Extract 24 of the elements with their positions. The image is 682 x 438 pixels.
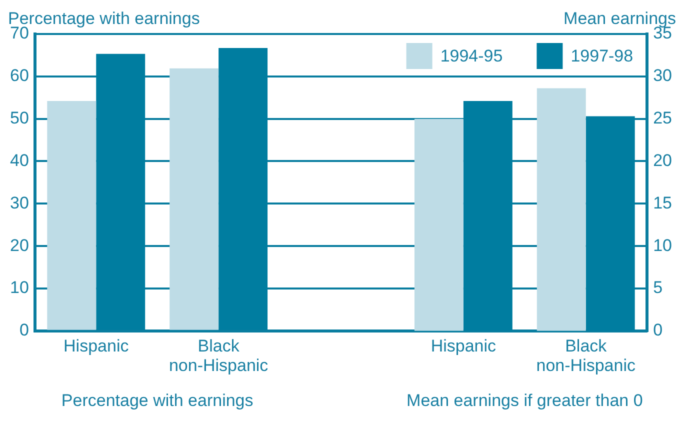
x-tick-label: Black non-Hispanic bbox=[536, 336, 636, 375]
bar bbox=[536, 88, 586, 331]
y-tick-label: 30 bbox=[10, 193, 29, 212]
text: Percentage with earnings bbox=[61, 391, 254, 410]
x-tick-label: Hispanic bbox=[64, 336, 130, 356]
y-tick-label: 40 bbox=[10, 150, 29, 170]
y2-tick-label: 25 bbox=[653, 108, 672, 128]
y2-tick-label: 0 bbox=[653, 320, 663, 340]
y2-tick-label: 30 bbox=[653, 66, 672, 86]
y2-tick-label: 20 bbox=[653, 150, 672, 170]
y-tick-label: 0 bbox=[19, 320, 29, 340]
y2-tick-label: 10 bbox=[653, 236, 672, 255]
legend-label: 1994-95 bbox=[440, 46, 503, 66]
x-tick-label: Black non-Hispanic bbox=[168, 336, 269, 375]
y2-tick-label: 5 bbox=[653, 278, 663, 298]
y-tick-label: 20 bbox=[10, 236, 29, 255]
y2-tick-label: 15 bbox=[653, 193, 672, 212]
y-tick-label: 10 bbox=[10, 278, 29, 298]
text: Mean earnings if greater than 0 bbox=[406, 391, 643, 410]
y-tick-label: 50 bbox=[10, 108, 29, 128]
legend-label: 1997-98 bbox=[570, 46, 634, 66]
y-tick-label: 60 bbox=[10, 66, 29, 86]
bar bbox=[414, 118, 464, 331]
x-tick-label: Hispanic bbox=[430, 336, 497, 356]
